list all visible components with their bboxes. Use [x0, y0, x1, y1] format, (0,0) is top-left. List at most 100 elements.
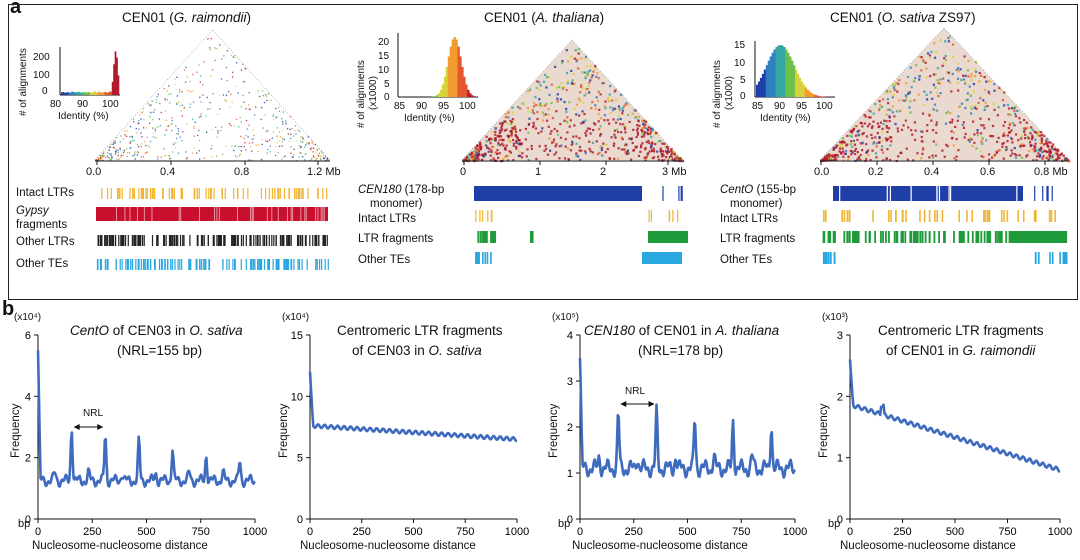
- sub2-dotplot-dot: [657, 158, 661, 161]
- sub1-dotplot-dot: [200, 113, 202, 115]
- sub1-track-other-te: [188, 259, 190, 270]
- sub2-dotplot-dot: [617, 130, 620, 134]
- sub2-dotplot-dot: [646, 133, 650, 136]
- sub1-hist-bar: [84, 91, 86, 95]
- sub2-hist-bar: [451, 39, 454, 97]
- sub1-dotplot-dot: [217, 113, 219, 115]
- sub1-dotplot-dot: [221, 126, 223, 128]
- sub3-dotplot-dot: [849, 149, 852, 153]
- sub1-dotplot-dot: [301, 136, 304, 139]
- sub2-dotplot-dot: [512, 130, 515, 133]
- sub1-dotplot-dot: [112, 140, 115, 143]
- sub2-track-other-te-block: [642, 252, 682, 264]
- sub2-dotplot-dot: [540, 130, 543, 133]
- b2-xtick-label: 750: [456, 526, 474, 538]
- sub1-dotplot-dot: [217, 132, 219, 134]
- sub2-hist-ytick: 15: [378, 51, 390, 62]
- sub1-dotplot-dot: [284, 120, 287, 122]
- sub2-dotplot-dot: [498, 152, 501, 155]
- sub3-track-intact-ltr: [941, 210, 944, 222]
- sub3-dotplot-dot: [903, 99, 907, 102]
- sub1-dotplot-dot: [291, 127, 293, 130]
- sub3-track-label-monomer-2: monomer): [730, 198, 783, 210]
- sub1-dotplot-dot: [140, 132, 142, 134]
- sub3-dotplot-dot: [1013, 124, 1016, 127]
- sub1-track-other-ltr: [182, 235, 184, 246]
- sub1-dotplot-dot: [234, 145, 236, 148]
- sub2-dotplot-dot: [548, 93, 551, 96]
- sub3-dotplot-dot: [957, 115, 960, 118]
- sub3-dotplot-dot: [969, 136, 972, 139]
- sub3-dotplot-dot: [987, 90, 990, 93]
- sub1-track-gypsy-gap: [322, 207, 324, 221]
- sub3-dotplot-dot: [955, 68, 958, 72]
- sub2-dotplot-dot: [538, 145, 541, 148]
- sub2-dotplot-dot: [555, 151, 558, 154]
- b2-ytick-label: 15: [291, 330, 303, 342]
- sub1-track-other-ltr: [290, 235, 292, 246]
- sub3-dotplot-dot: [856, 130, 859, 133]
- sub3-dotplot-dot: [850, 140, 853, 143]
- sub3-dotplot-dot: [943, 57, 946, 60]
- sub2-dotplot-dot: [638, 124, 641, 127]
- sub1-dotplot-dot: [276, 135, 278, 137]
- sub2-dotplot-dot: [646, 131, 649, 135]
- sub1-track-other-te: [189, 259, 191, 270]
- sub1-hist-xlabel: Identity (%): [58, 111, 109, 122]
- sub2-dotplot-dot: [563, 157, 567, 160]
- sub1-dotplot-dot: [211, 69, 214, 71]
- sub3-dotplot-dot: [957, 62, 960, 66]
- sub2-dotplot-dot: [639, 146, 643, 149]
- sub3-dotplot-dot: [1032, 159, 1035, 162]
- sub3-dotplot-dot: [982, 99, 985, 102]
- sub1-track-gypsy-gap: [116, 207, 117, 221]
- sub2-dotplot-dot: [477, 157, 480, 160]
- sub3-dotplot-dot: [1036, 155, 1039, 158]
- sub2-dotplot-dot: [616, 118, 620, 121]
- sub2-dotplot-dot: [515, 145, 518, 149]
- sub1-dotplot-dot: [150, 112, 153, 114]
- sub2-dotplot-dot: [512, 138, 515, 142]
- sub2-dotplot-dot: [665, 155, 668, 159]
- sub1-track-intact-ltr: [208, 188, 210, 199]
- sub1-dotplot-dot: [145, 127, 147, 129]
- sub1-dotplot-dot: [145, 151, 148, 154]
- sub2-dotplot-dot: [583, 71, 587, 74]
- sub2-dotplot-dot: [566, 82, 569, 85]
- sub3-dotplot-dot: [895, 110, 899, 113]
- sub3-dotplot-dot: [864, 115, 867, 118]
- sub3-dotplot-dot: [945, 143, 948, 147]
- sub3-dotplot-dot: [935, 123, 938, 127]
- sub3-dotplot-dot: [1055, 152, 1059, 155]
- sub1-dotplot-dot: [185, 151, 187, 153]
- sub3-hist-bar: [769, 56, 772, 97]
- sub3-track-intact-ltr: [984, 210, 987, 222]
- sub2-dotplot-dot: [627, 152, 630, 155]
- sub2-dotplot-dot: [573, 124, 576, 127]
- sub1-dotplot-dot: [192, 73, 194, 76]
- sub2-dotplot-dot: [592, 70, 595, 73]
- sub2-dotplot-dot: [519, 143, 522, 146]
- sub3-track-intact-ltr: [902, 210, 904, 222]
- sub2-track-intact-ltr: [479, 210, 481, 222]
- sub3-dotplot-dot: [856, 151, 859, 154]
- sub3-track-other-te: [1065, 252, 1068, 264]
- sub1-dotplot-dot: [308, 143, 310, 145]
- sub2-hist-bar: [465, 84, 468, 97]
- sub3-dotplot-dot: [912, 159, 915, 162]
- sub3-dotplot-dot: [964, 81, 967, 84]
- sub1-dotplot-dot: [147, 151, 149, 153]
- sub3-dotplot-dot: [851, 130, 854, 133]
- sub1-dotplot-dot: [174, 147, 177, 149]
- sub3-track-monomer-gap: [839, 186, 841, 201]
- sub3-track-intact-ltr: [1035, 210, 1037, 222]
- sub2-dotplot-dot: [503, 129, 507, 132]
- sub1-dotplot-dot: [278, 110, 281, 112]
- sub3-dotplot-dot: [1023, 136, 1027, 140]
- sub3-track-intact-ltr: [822, 210, 825, 222]
- sub2-dotplot-dot: [677, 157, 680, 160]
- sub1-track-other-te: [97, 259, 99, 270]
- sub2-dotplot-dot: [573, 57, 576, 60]
- sub1-track-intact-ltr: [297, 188, 299, 199]
- sub3-dotplot-dot: [832, 146, 836, 149]
